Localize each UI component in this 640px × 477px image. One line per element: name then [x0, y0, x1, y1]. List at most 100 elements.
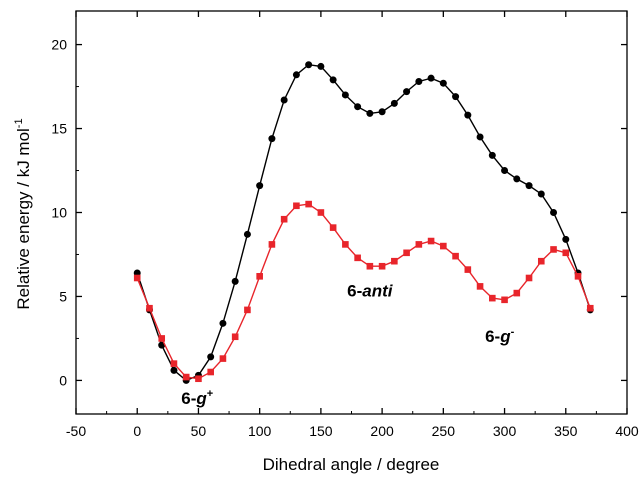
- data-point: [550, 209, 558, 216]
- x-tick-label: 50: [191, 423, 207, 439]
- annotation-label: 6-anti: [347, 281, 394, 300]
- data-point: [305, 200, 312, 208]
- plot-border: [75, 10, 628, 415]
- y-tick-label: 10: [51, 205, 67, 221]
- data-point: [488, 151, 496, 159]
- data-point: [574, 273, 582, 280]
- y-axis-title-main: Relative energy / kJ mol: [14, 128, 33, 309]
- data-point: [342, 241, 349, 248]
- series-line: [136, 63, 591, 382]
- annotation-part: 6-: [485, 327, 500, 346]
- y-axis-title-sup: -1: [13, 118, 25, 128]
- data-point: [292, 71, 300, 79]
- data-point: [354, 254, 361, 262]
- data-point: [586, 304, 594, 312]
- data-point: [476, 283, 484, 290]
- data-point: [219, 355, 227, 362]
- data-point: [439, 79, 447, 87]
- data-point: [452, 93, 460, 101]
- data-point: [329, 76, 337, 84]
- data-point: [341, 91, 349, 99]
- annotation-part: g: [499, 327, 511, 346]
- y-tick-label: 15: [51, 121, 67, 137]
- annotation-label: 6-g+: [181, 388, 213, 408]
- data-point: [280, 96, 288, 104]
- data-point: [513, 289, 521, 297]
- y-axis-title: Relative energy / kJ mol-1: [13, 118, 33, 309]
- annotation-part: +: [207, 388, 213, 400]
- data-point: [231, 333, 239, 341]
- data-point: [133, 274, 141, 282]
- x-tick-label: 150: [309, 423, 333, 439]
- data-point: [390, 99, 398, 107]
- data-point: [415, 241, 423, 248]
- x-tick-label: 300: [493, 423, 517, 439]
- x-tick-label: 350: [554, 423, 578, 439]
- data-point: [268, 135, 276, 143]
- data-point: [182, 373, 190, 381]
- data-point: [427, 237, 435, 245]
- data-point: [562, 235, 570, 243]
- x-axis-title: Dihedral angle / degree: [263, 455, 440, 474]
- data-point: [391, 257, 398, 265]
- data-point: [366, 262, 374, 270]
- x-tick-label: 0: [133, 423, 141, 439]
- data-point: [158, 335, 166, 342]
- data-point: [317, 209, 325, 216]
- data-point: [354, 103, 362, 111]
- data-point: [452, 252, 459, 260]
- data-point: [256, 273, 263, 280]
- annotation-part: 6-: [347, 281, 362, 300]
- data-point: [170, 366, 178, 374]
- x-tick-label: -50: [66, 423, 86, 439]
- data-point: [476, 133, 484, 141]
- data-point: [195, 375, 202, 383]
- data-point: [550, 246, 557, 253]
- data-point: [525, 182, 533, 190]
- data-point: [378, 262, 386, 270]
- y-axis-ticks: 0 5 10 15 20: [51, 37, 627, 388]
- annotation-part: anti: [362, 281, 394, 300]
- x-tick-label: 200: [370, 423, 394, 439]
- data-point: [280, 215, 288, 223]
- series-2: [133, 200, 594, 383]
- data-point: [464, 266, 472, 273]
- y-tick-label: 0: [59, 372, 67, 388]
- annotation-part: -: [511, 326, 515, 338]
- data-point: [378, 108, 386, 116]
- x-axis-ticks: -50 0 50 100 150 200 250 300 350 400: [66, 11, 639, 439]
- data-point: [170, 360, 178, 367]
- data-point: [256, 182, 264, 190]
- data-point: [329, 224, 337, 231]
- data-point: [427, 74, 435, 82]
- data-point: [366, 109, 374, 117]
- series-1: [133, 61, 594, 384]
- y-tick-label: 20: [51, 37, 67, 53]
- data-point: [501, 167, 509, 175]
- data-point: [440, 242, 447, 250]
- plot-frame: [75, 10, 628, 415]
- data-point: [219, 319, 227, 327]
- data-point: [207, 353, 215, 361]
- data-point: [464, 111, 472, 119]
- data-point: [293, 202, 300, 210]
- data-point: [537, 257, 545, 265]
- data-point: [243, 230, 251, 238]
- annotation-label: 6-g-: [485, 326, 515, 346]
- data-point: [268, 241, 276, 248]
- x-tick-label: 100: [248, 423, 272, 439]
- data-point: [305, 61, 313, 69]
- y-tick-label: 5: [59, 288, 67, 304]
- data-point: [146, 304, 153, 312]
- data-point: [537, 190, 545, 198]
- data-point: [489, 294, 496, 302]
- x-tick-label: 400: [615, 423, 639, 439]
- data-point: [501, 296, 508, 304]
- data-point: [207, 368, 214, 376]
- annotation-part: g: [195, 389, 207, 408]
- data-point: [403, 249, 410, 257]
- annotation-part: 6-: [181, 389, 196, 408]
- data-point: [317, 62, 325, 70]
